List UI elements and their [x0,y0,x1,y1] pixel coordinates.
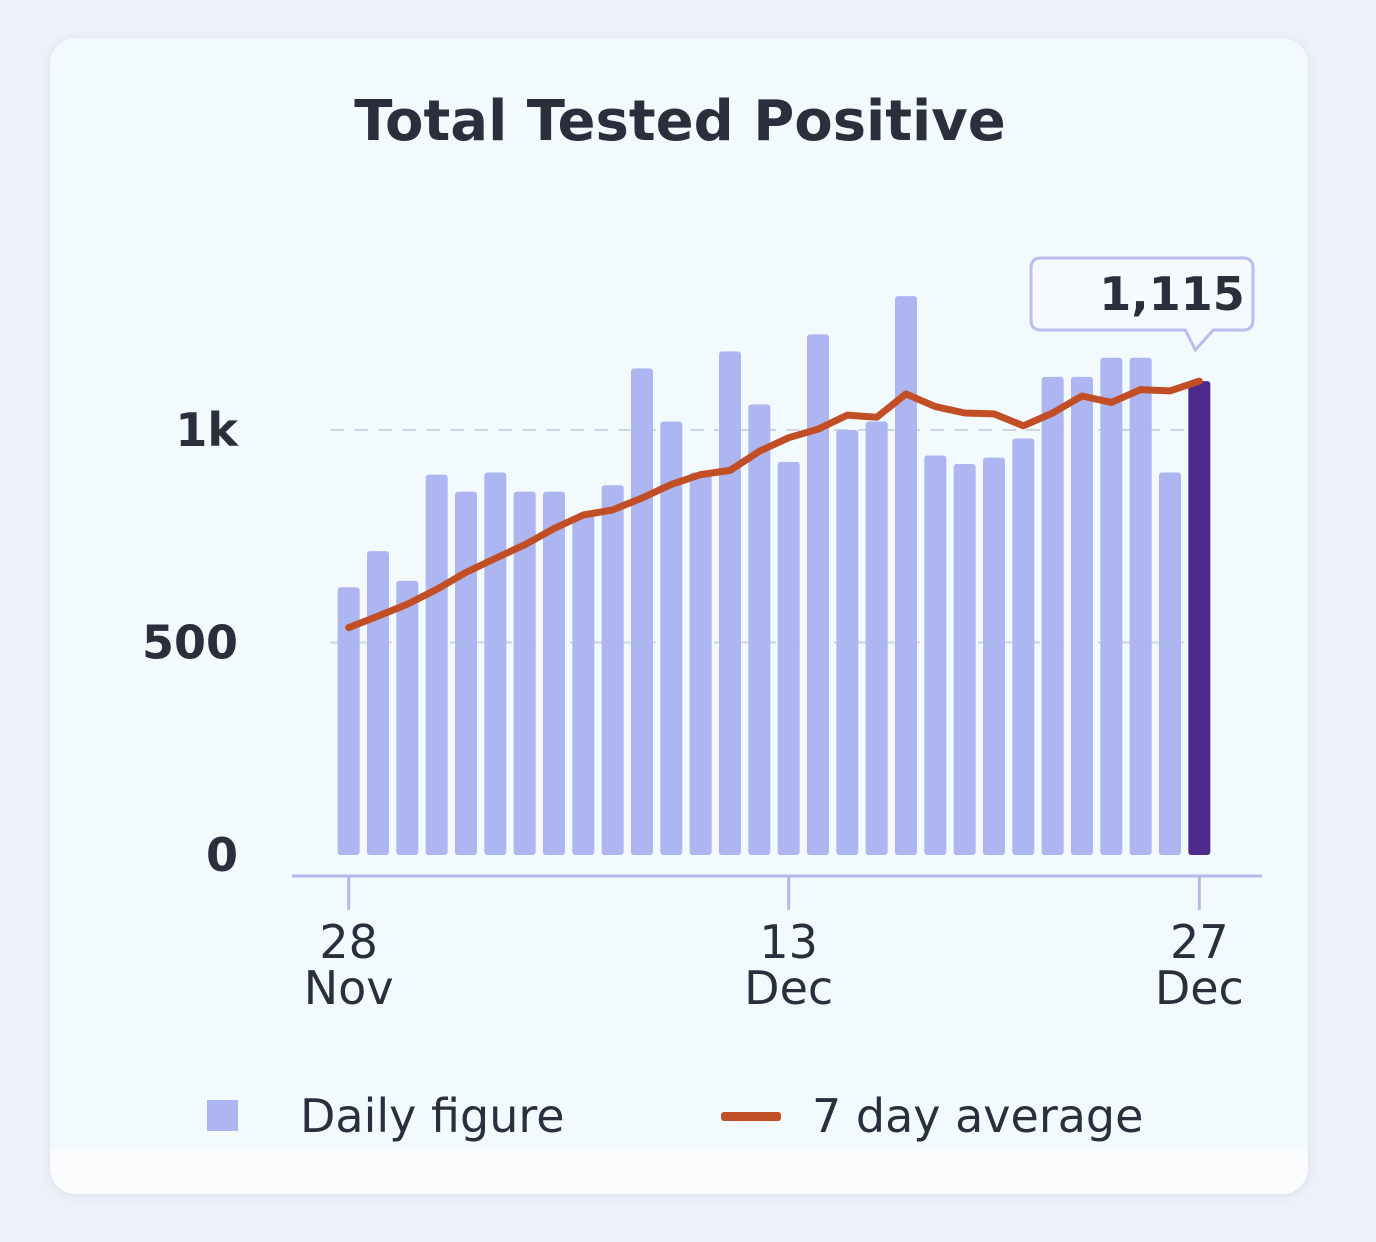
bar[interactable] [513,491,536,855]
bar[interactable] [689,472,712,856]
bar[interactable] [1012,438,1035,856]
bar[interactable] [367,551,389,855]
x-tick-month: Nov [304,961,394,1015]
legend-daily-swatch [207,1100,238,1131]
bar[interactable] [660,421,683,856]
bar[interactable] [1100,357,1123,855]
bar[interactable] [777,461,800,855]
bar[interactable] [572,515,595,855]
bar[interactable] [924,455,947,856]
bar[interactable] [1071,376,1093,855]
chart-card-footer [50,1150,1308,1194]
bar[interactable] [484,472,507,856]
y-tick-label-0: 0 [206,828,238,882]
legend-average-label: 7 day average [812,1089,1143,1143]
bar[interactable] [601,485,624,855]
tooltip-box [1029,256,1255,353]
average-line [345,377,1203,632]
bar[interactable] [1159,472,1181,856]
x-tick-day: 13 [759,915,818,969]
tooltip-value: 1,115 [1099,267,1245,321]
x-tick-month: Dec [744,961,833,1015]
bar[interactable] [455,491,477,855]
bar[interactable] [895,296,917,855]
x-tick-day: 27 [1170,915,1229,969]
y-tick-label-1k: 1k [175,403,239,457]
bar[interactable] [953,464,976,855]
bar-highlighted[interactable] [1188,381,1211,855]
bar[interactable] [425,474,448,855]
chart-title: Total Tested Positive [354,89,1005,154]
bar[interactable] [1129,357,1152,855]
bar[interactable] [719,351,741,855]
bar[interactable] [396,580,419,855]
bar[interactable] [748,404,771,856]
x-tick-day: 28 [319,915,378,969]
x-tick-month: Dec [1155,961,1244,1015]
bar[interactable] [836,430,859,855]
bar[interactable] [631,368,653,855]
y-tick-label-500: 500 [142,616,238,670]
bar[interactable] [807,334,829,855]
bar[interactable] [865,421,888,856]
legend-daily-label: Daily figure [300,1089,565,1143]
bar[interactable] [543,491,565,855]
bar[interactable] [1041,376,1064,855]
bar[interactable] [983,457,1005,855]
bar[interactable] [337,587,360,855]
legend-average-swatch [721,1112,781,1121]
